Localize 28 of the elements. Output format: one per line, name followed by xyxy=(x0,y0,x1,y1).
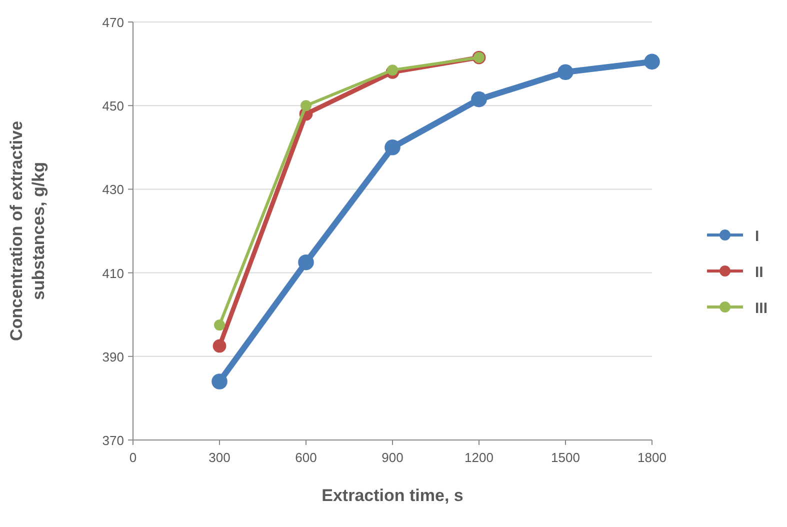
y-tick-label: 450 xyxy=(102,98,124,114)
x-tick-label: 900 xyxy=(382,450,404,465)
y-tick-label: 430 xyxy=(102,182,124,198)
x-tick-label: 1500 xyxy=(551,450,580,465)
y-axis-title: Concentration of extractive substances, g/kg xyxy=(7,120,48,342)
legend-label: I xyxy=(755,228,760,245)
legend-label: II xyxy=(755,264,764,281)
point xyxy=(212,339,226,353)
point xyxy=(300,100,312,112)
x-tick-label: 1800 xyxy=(638,450,666,465)
legend-label: III xyxy=(755,300,768,317)
x-tick-label: 0 xyxy=(129,450,137,465)
x-tick-label: 1200 xyxy=(464,450,494,465)
point xyxy=(471,91,487,108)
x-tick-label: 600 xyxy=(295,450,317,465)
point xyxy=(212,374,228,390)
y-tick-label: 370 xyxy=(102,433,124,448)
point xyxy=(387,64,398,76)
point xyxy=(298,254,314,270)
x-tick-label: 300 xyxy=(208,450,230,465)
point xyxy=(558,64,574,80)
y-tick-label: 470 xyxy=(102,15,124,30)
x-axis-title: Extraction time, s xyxy=(322,486,464,505)
point xyxy=(384,140,400,156)
y-tick-label: 410 xyxy=(102,266,124,281)
point xyxy=(644,54,660,70)
point xyxy=(214,320,225,331)
y-tick-label: 390 xyxy=(102,349,124,364)
